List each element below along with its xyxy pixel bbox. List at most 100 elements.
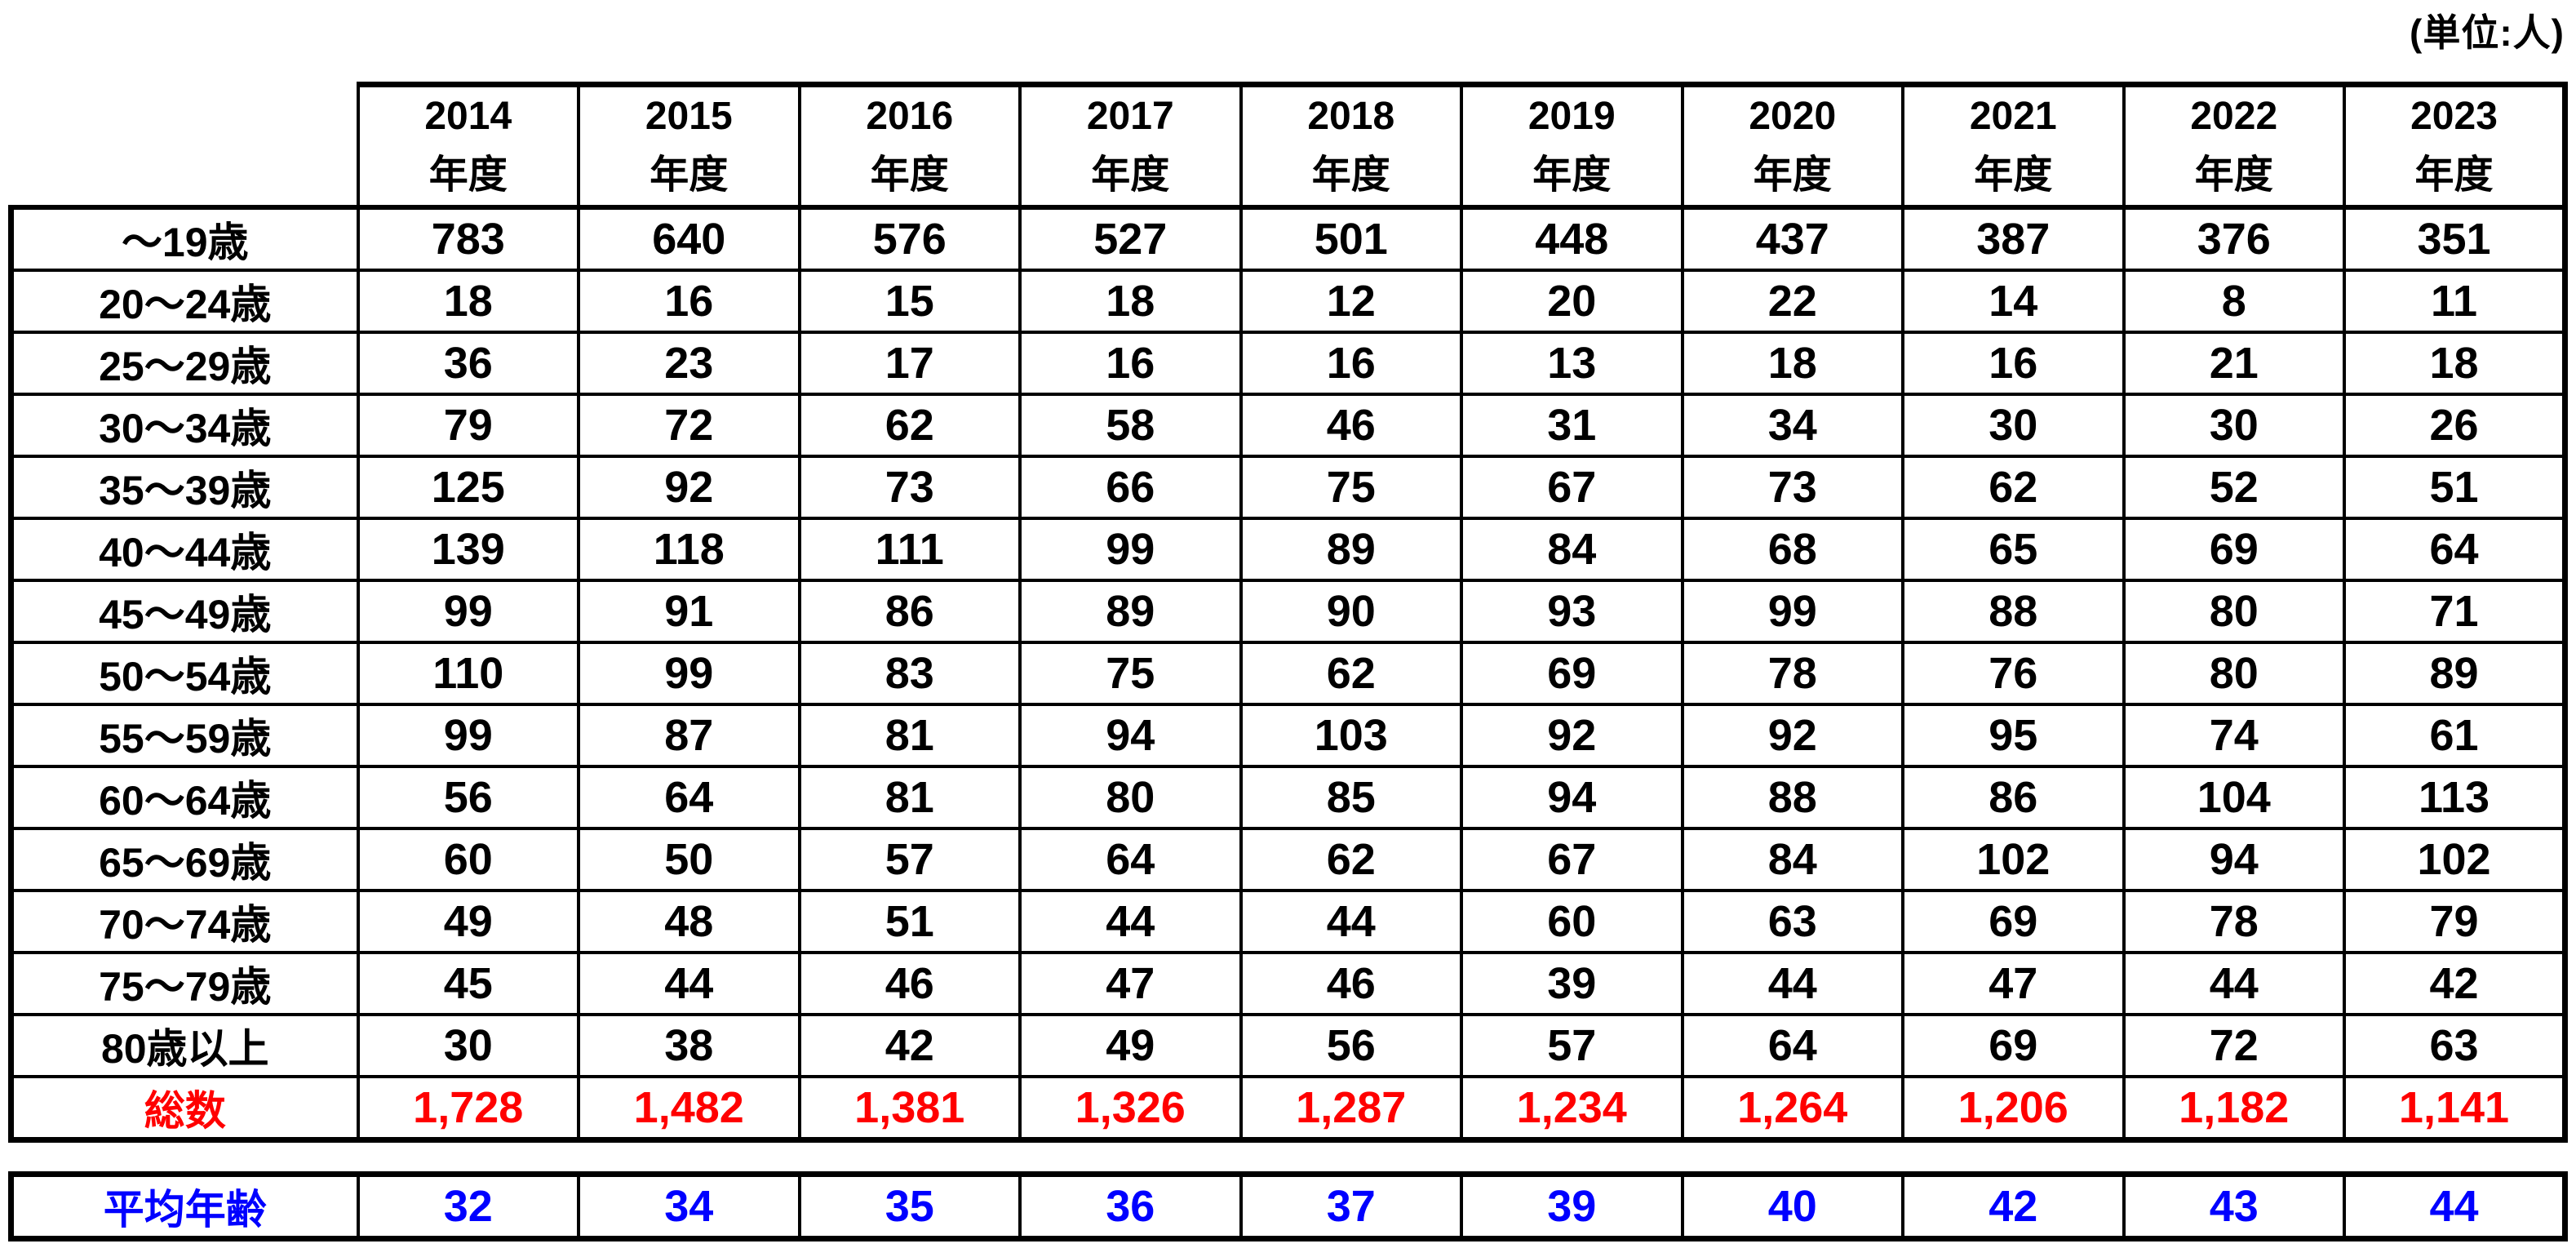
value-cell: 16 <box>1901 331 2126 396</box>
value-cell: 92 <box>1680 703 1904 768</box>
year-suffix-label: 年度 <box>1311 153 1390 197</box>
value-cell: 62 <box>1239 827 1463 892</box>
year-label: 2014 <box>424 95 512 138</box>
value-cell: 80 <box>2122 579 2346 644</box>
age-row-label: 80歳以上 <box>8 1013 360 1078</box>
year-label: 2016 <box>866 95 954 138</box>
total-row: 総数 1,728 1,482 1,381 1,326 1,287 1,234 1,264 1,2… <box>8 1075 2568 1143</box>
year-suffix-label: 年度 <box>1091 153 1170 197</box>
value-cell: 99 <box>1680 579 1904 644</box>
age-row-label: 55～59歳 <box>8 703 360 768</box>
year-header-row: 2014 年度 2015 年度 2016 年度 2017 年度 2018 年度 2019 年度 2020… <box>11 82 2568 209</box>
value-cell: 99 <box>356 579 580 644</box>
value-cell: 11 <box>2343 269 2568 334</box>
value-cell: 110 <box>356 641 580 706</box>
total-value-cell: 1,264 <box>1680 1075 1904 1143</box>
value-cell: 78 <box>2122 889 2346 954</box>
value-cell: 60 <box>1460 889 1684 954</box>
value-cell: 102 <box>2343 827 2568 892</box>
year-header: 2019 年度 <box>1460 82 1684 209</box>
value-cell: 84 <box>1460 517 1684 582</box>
value-cell: 76 <box>1901 641 2126 706</box>
value-cell: 94 <box>1460 765 1684 830</box>
value-cell: 65 <box>1901 517 2126 582</box>
year-label: 2019 <box>1527 95 1616 138</box>
value-cell: 87 <box>577 703 801 768</box>
corner-empty-cell <box>11 85 358 208</box>
value-cell: 62 <box>1239 641 1463 706</box>
age-row-label: 35～39歳 <box>8 455 360 520</box>
value-cell: 92 <box>577 455 801 520</box>
value-cell: 46 <box>1239 951 1463 1016</box>
value-cell: 45 <box>356 951 580 1016</box>
year-header: 2022 年度 <box>2122 82 2346 209</box>
total-value-cell: 1,206 <box>1901 1075 2126 1143</box>
value-cell: 8 <box>2122 269 2346 334</box>
value-cell: 783 <box>356 205 580 272</box>
year-label: 2023 <box>2410 95 2498 138</box>
year-label: 2021 <box>1969 95 2057 138</box>
value-cell: 92 <box>1460 703 1684 768</box>
value-cell: 18 <box>356 269 580 334</box>
average-age-value-cell: 39 <box>1460 1171 1684 1241</box>
value-cell: 79 <box>356 393 580 458</box>
value-cell: 73 <box>797 455 1022 520</box>
value-cell: 42 <box>797 1013 1022 1078</box>
age-row-label: 50～54歳 <box>8 641 360 706</box>
value-cell: 113 <box>2343 765 2568 830</box>
value-cell: 30 <box>356 1013 580 1078</box>
year-suffix-label: 年度 <box>870 153 949 197</box>
value-cell: 68 <box>1680 517 1904 582</box>
table-row: 55～59歳 99 87 81 94 103 92 92 95 74 61 <box>8 703 2568 768</box>
table-row: 30～34歳 79 72 62 58 46 31 34 30 30 26 <box>8 393 2568 458</box>
value-cell: 64 <box>2343 517 2568 582</box>
value-cell: 14 <box>1901 269 2126 334</box>
year-header: 2021 年度 <box>1901 82 2126 209</box>
value-cell: 64 <box>1018 827 1243 892</box>
total-value-cell: 1,234 <box>1460 1075 1684 1143</box>
total-value-cell: 1,182 <box>2122 1075 2346 1143</box>
value-cell: 44 <box>1239 889 1463 954</box>
average-age-value-cell: 43 <box>2122 1171 2346 1241</box>
value-cell: 93 <box>1460 579 1684 644</box>
value-cell: 58 <box>1018 393 1243 458</box>
year-header: 2018 年度 <box>1239 82 1463 209</box>
average-age-value-cell: 37 <box>1239 1171 1463 1241</box>
average-age-value-cell: 35 <box>797 1171 1022 1241</box>
age-row-label: 65～69歳 <box>8 827 360 892</box>
value-cell: 63 <box>2343 1013 2568 1078</box>
average-age-label: 平均年齢 <box>8 1171 360 1241</box>
value-cell: 86 <box>797 579 1022 644</box>
value-cell: 50 <box>577 827 801 892</box>
table-row: 20～24歳 18 16 15 18 12 20 22 14 8 11 <box>8 269 2568 334</box>
age-row-label: 40～44歳 <box>8 517 360 582</box>
table-row: 45～49歳 99 91 86 89 90 93 99 88 80 71 <box>8 579 2568 644</box>
value-cell: 49 <box>1018 1013 1243 1078</box>
value-cell: 86 <box>1901 765 2126 830</box>
value-cell: 69 <box>2122 517 2346 582</box>
table-row: 80歳以上 30 38 42 49 56 57 64 69 72 63 <box>8 1013 2568 1078</box>
value-cell: 61 <box>2343 703 2568 768</box>
value-cell: 30 <box>2122 393 2346 458</box>
age-row-label: 45～49歳 <box>8 579 360 644</box>
value-cell: 95 <box>1901 703 2126 768</box>
value-cell: 18 <box>1680 331 1904 396</box>
value-cell: 125 <box>356 455 580 520</box>
value-cell: 448 <box>1460 205 1684 272</box>
value-cell: 83 <box>797 641 1022 706</box>
value-cell: 47 <box>1018 951 1243 1016</box>
value-cell: 437 <box>1680 205 1904 272</box>
value-cell: 89 <box>2343 641 2568 706</box>
value-cell: 103 <box>1239 703 1463 768</box>
table-row: 25～29歳 36 23 17 16 16 13 18 16 21 18 <box>8 331 2568 396</box>
value-cell: 81 <box>797 703 1022 768</box>
average-age-value-cell: 40 <box>1680 1171 1904 1241</box>
value-cell: 118 <box>577 517 801 582</box>
value-cell: 34 <box>1680 393 1904 458</box>
age-row-label: ～19歳 <box>8 205 360 272</box>
value-cell: 38 <box>577 1013 801 1078</box>
average-age-value-cell: 34 <box>577 1171 801 1241</box>
value-cell: 94 <box>2122 827 2346 892</box>
value-cell: 30 <box>1901 393 2126 458</box>
